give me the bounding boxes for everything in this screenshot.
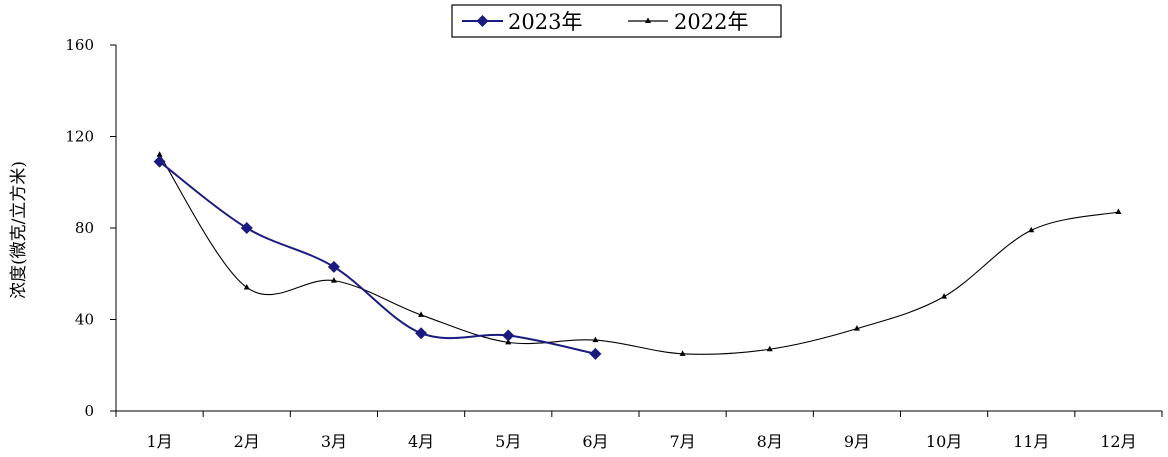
- x-tick-label: 2月: [234, 432, 260, 451]
- y-tick-label: 80: [75, 219, 94, 237]
- data-point: [1115, 208, 1122, 214]
- y-tick-label: 160: [65, 36, 94, 54]
- data-point: [240, 222, 253, 234]
- legend-label-2023: 2023年: [508, 10, 582, 34]
- data-point: [502, 329, 515, 342]
- legend: 2023年 2022年: [451, 4, 782, 38]
- data-point: [941, 293, 948, 299]
- data-point: [592, 336, 599, 343]
- series-line: [158, 160, 596, 355]
- legend-label-2022: 2022年: [674, 10, 748, 34]
- data-point: [330, 277, 337, 283]
- data-point: [505, 338, 512, 345]
- data-point: [415, 327, 428, 340]
- y-tick-label: 40: [75, 311, 94, 329]
- series-2022年: [156, 151, 1122, 356]
- data-point: [853, 325, 860, 331]
- series-line: [159, 154, 1119, 355]
- data-point: [418, 311, 425, 317]
- y-tick-label: 120: [65, 128, 94, 146]
- x-tick-label: 5月: [495, 432, 521, 451]
- x-tick-label: 3月: [321, 432, 347, 451]
- x-tick-label: 7月: [669, 432, 695, 451]
- x-tick-label: 12月: [1100, 432, 1136, 451]
- x-tick-label: 9月: [844, 432, 870, 451]
- data-point: [243, 283, 250, 290]
- axes: 0 40 80 120 160 1月 2月 3月 4月 5月 6月 7月 8月 9月 10月 11月 12月: [65, 36, 1163, 451]
- x-tick-label: 6月: [582, 432, 608, 451]
- legend-marker-2023: [476, 15, 489, 27]
- series-2023年: [153, 155, 602, 360]
- data-point: [679, 350, 686, 356]
- x-tick-label: 11月: [1013, 432, 1049, 451]
- data-point: [589, 347, 602, 360]
- series-layer: [153, 151, 1122, 360]
- x-tick-label: 1月: [146, 432, 172, 451]
- legend-marker-2022: [645, 17, 651, 23]
- data-point: [156, 151, 163, 157]
- data-point: [327, 260, 340, 273]
- legend-box: [451, 4, 782, 38]
- data-point: [153, 155, 166, 168]
- y-tick-label: 0: [84, 402, 94, 420]
- data-point: [1028, 226, 1035, 233]
- y-axis-label: 浓度(微克/立方米): [9, 161, 29, 299]
- data-point: [766, 345, 773, 352]
- x-tick-label: 4月: [408, 432, 434, 451]
- x-tick-label: 10月: [926, 432, 962, 451]
- x-tick-label: 8月: [757, 432, 783, 451]
